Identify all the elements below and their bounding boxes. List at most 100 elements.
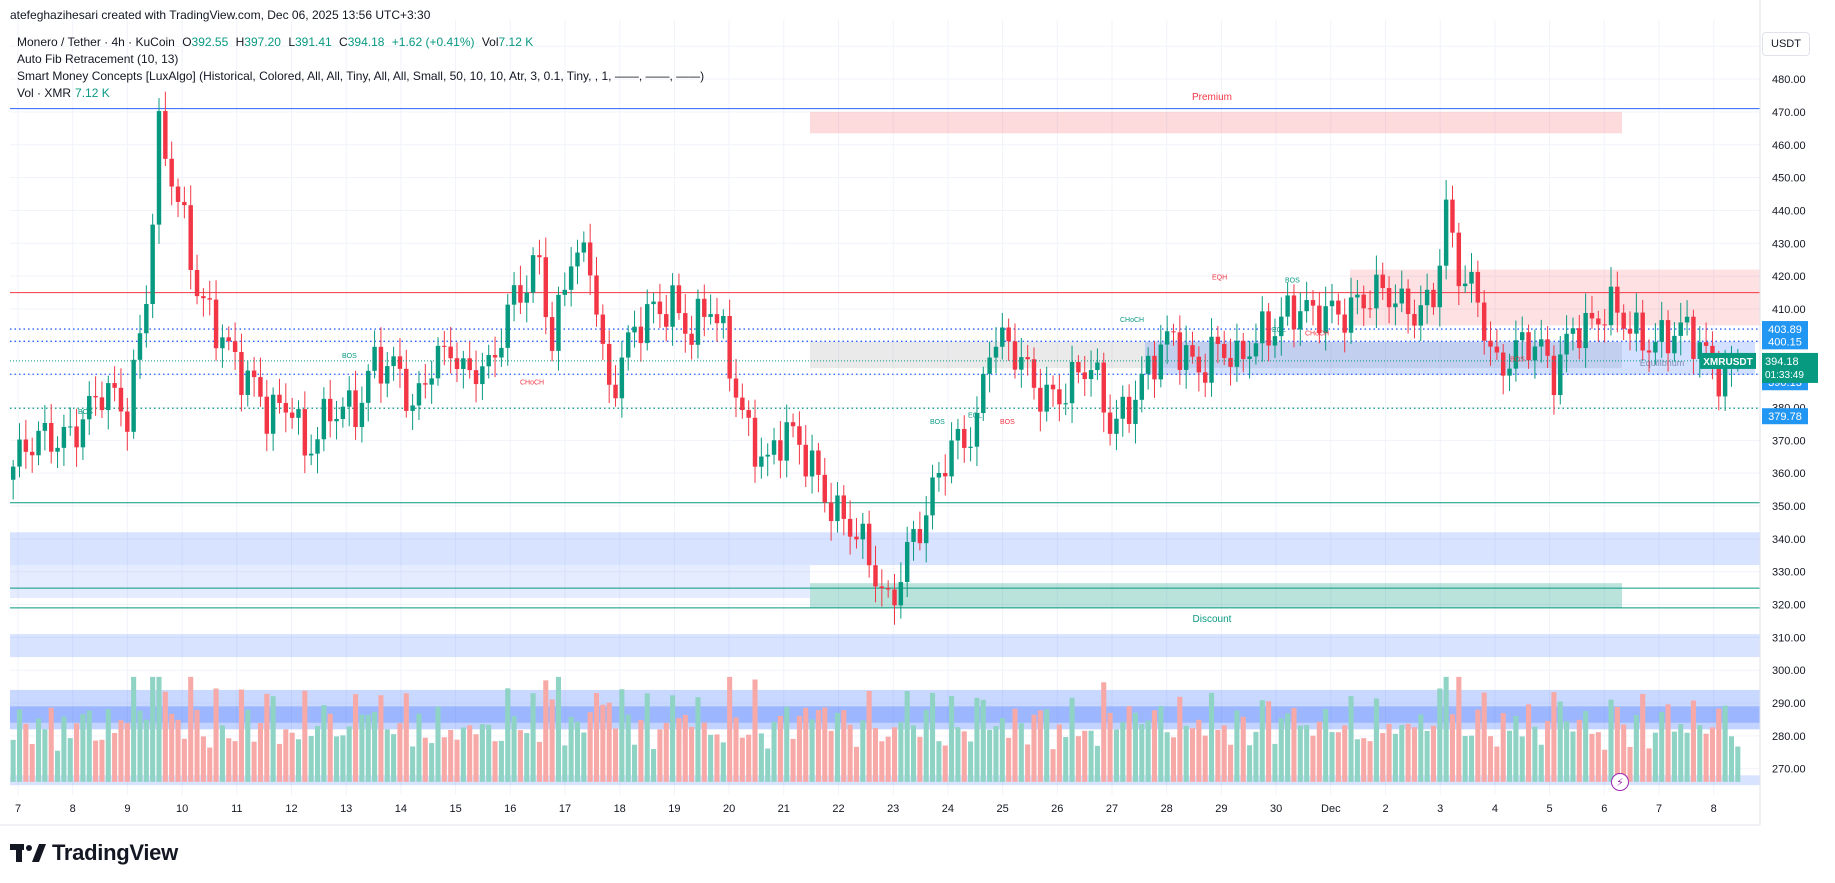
candle-body — [144, 304, 149, 334]
indicator-volume[interactable]: Vol · XMR 7.12 K — [17, 86, 110, 100]
volume-bar — [549, 699, 555, 782]
candle-body — [695, 298, 701, 345]
volume-bar — [295, 739, 302, 782]
candle-body — [930, 477, 935, 516]
volume-bar — [137, 710, 143, 782]
candle-body — [36, 430, 41, 456]
close-value: 394.18 — [347, 35, 385, 49]
candle-body — [239, 352, 244, 395]
candle-body — [746, 410, 751, 418]
countdown-value: 01:33:49 — [1765, 370, 1804, 381]
time-tick: 18 — [614, 803, 626, 815]
candle-body — [492, 355, 498, 358]
volume-bar — [365, 714, 371, 782]
candle-body — [1279, 316, 1284, 337]
volume-bar — [555, 676, 561, 782]
volume-bar — [270, 696, 276, 782]
currency-button[interactable]: USDT — [1762, 32, 1810, 56]
volume-bar — [1513, 715, 1519, 782]
volume-bar — [213, 688, 219, 782]
candle-body — [1222, 343, 1227, 358]
volume-bar — [1316, 721, 1322, 782]
volume-bar — [473, 734, 479, 782]
candle-body — [232, 341, 238, 353]
candle-body — [1323, 306, 1328, 334]
volume-bar — [1164, 732, 1170, 782]
time-tick: 25 — [996, 803, 1008, 815]
time-tick: 23 — [887, 803, 899, 815]
volume-bar — [486, 724, 492, 782]
volume-bar — [511, 716, 517, 782]
volume-bar — [1259, 700, 1265, 782]
volume-bar — [264, 693, 270, 782]
candle-body — [1500, 352, 1506, 376]
time-tick: 4 — [1492, 803, 1498, 815]
candle-body — [1646, 350, 1652, 353]
time-tick: 20 — [723, 803, 735, 815]
price-tick: 470.00 — [1772, 107, 1806, 119]
zone-equilibrium — [810, 341, 1622, 369]
candle-body — [93, 395, 98, 398]
candle-body — [1012, 341, 1018, 370]
close-label: C — [339, 35, 348, 49]
tradingview-logo[interactable]: TradingView — [10, 840, 178, 866]
candle-body — [1348, 297, 1354, 333]
symbol-legend[interactable]: Monero / Tether · 4h · KuCoin O392.55 H3… — [17, 35, 533, 49]
candle-body — [714, 314, 720, 324]
volume-bar — [1392, 733, 1398, 782]
candle-body — [619, 357, 625, 399]
volume-bar — [1583, 710, 1589, 782]
candle-body — [473, 370, 479, 385]
volume-bar — [1044, 709, 1050, 782]
candle-body — [1076, 361, 1081, 373]
candle-body — [1095, 362, 1100, 371]
candle-body — [1228, 357, 1233, 367]
candle-body — [904, 541, 910, 583]
time-tick: 13 — [340, 803, 352, 815]
indicator-fib[interactable]: Auto Fib Retracement (10, 13) — [17, 52, 179, 66]
candle-body — [137, 333, 143, 360]
candle-body — [911, 529, 916, 542]
volume-bar — [746, 734, 752, 782]
low-label: L — [288, 35, 295, 49]
symbol-title: Monero / Tether · 4h · KuCoin — [17, 35, 175, 49]
candle-body — [1431, 289, 1436, 308]
volume-bar — [124, 722, 130, 782]
volume-bar — [1037, 710, 1043, 782]
volume-bar — [492, 741, 498, 782]
volume-bar — [682, 714, 688, 782]
candle-body — [1653, 341, 1658, 353]
volume-bar — [1405, 723, 1411, 782]
volume-bar — [860, 720, 866, 782]
candle-body — [1564, 333, 1569, 355]
volume-bar — [29, 744, 35, 782]
time-tick: 19 — [668, 803, 680, 815]
candle-body — [359, 402, 365, 428]
volume-bar — [1462, 736, 1468, 782]
volume-bar — [872, 728, 879, 782]
time-tick: 24 — [942, 803, 954, 815]
low-value: 391.41 — [295, 35, 332, 49]
candle-body — [1152, 355, 1157, 380]
candle-body — [1716, 360, 1722, 397]
bolt-icon[interactable]: ⚡ — [1611, 773, 1629, 791]
volume-bar — [784, 706, 790, 782]
volume-bar — [727, 676, 733, 782]
volume-bar — [505, 688, 511, 782]
price-tick: 480.00 — [1772, 74, 1806, 86]
volume-bar — [1494, 746, 1500, 782]
candle-body — [587, 242, 593, 276]
candle-body — [1469, 271, 1474, 284]
volume-bar — [1101, 682, 1107, 782]
volume-bar — [980, 699, 986, 782]
candle-body — [505, 304, 510, 348]
tradingview-mark-icon — [10, 844, 46, 862]
volume-bar — [1589, 733, 1595, 782]
indicator-smc[interactable]: Smart Money Concepts [LuxAlgo] (Historic… — [17, 69, 705, 83]
candle-body — [207, 298, 212, 300]
candle-body — [1412, 314, 1417, 326]
price-level-badge — [1762, 408, 1808, 425]
volume-bar — [1380, 733, 1386, 782]
time-tick: 11 — [231, 803, 242, 815]
